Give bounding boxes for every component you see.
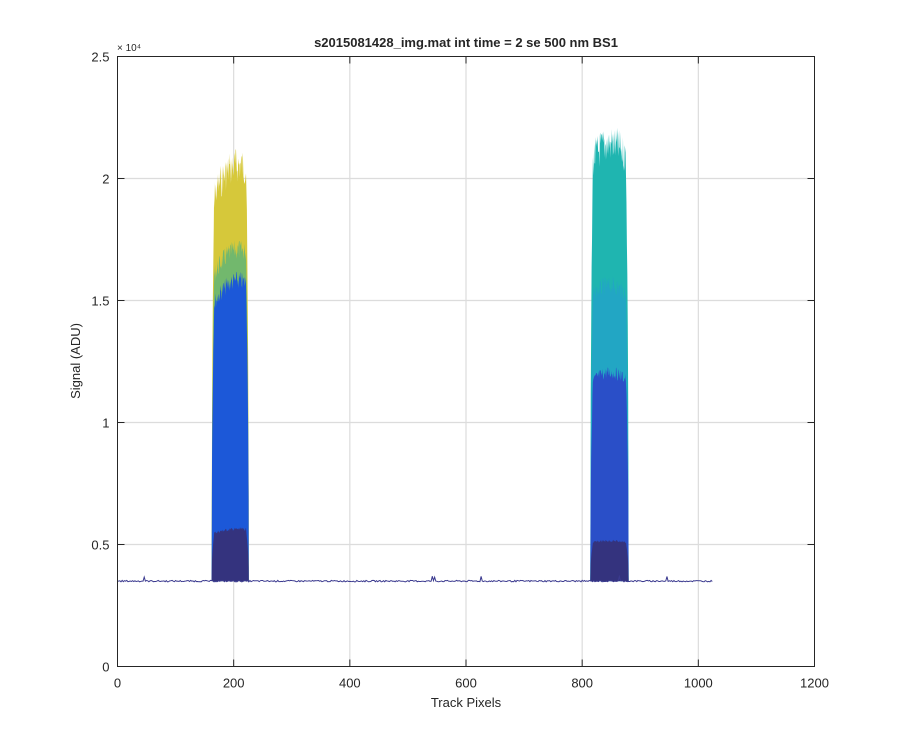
plot-area: [117, 127, 713, 583]
y-exponent-label: × 10⁴: [117, 43, 141, 54]
x-tick-label: 400: [339, 676, 361, 691]
x-tick-label: 1000: [684, 676, 713, 691]
x-tick-label: 0: [114, 676, 121, 691]
x-tick-label: 1200: [800, 676, 829, 691]
y-tick-label: 2.5: [91, 50, 109, 65]
chart-title: s2015081428_img.mat int time = 2 se 500 …: [314, 35, 618, 50]
y-axis-label: Signal (ADU): [68, 323, 83, 399]
x-tick-label: 800: [571, 676, 593, 691]
peak-layer: [211, 527, 249, 582]
ticks: 0 200 400 600 800 1000 1200 0 0.5 1 1.5 2 2.5: [91, 50, 829, 691]
signal-peak: [211, 148, 249, 582]
peak-layer: [590, 539, 629, 582]
y-tick-label: 2: [102, 172, 109, 187]
x-tick-label: 600: [455, 676, 477, 691]
y-tick-label: 1.5: [91, 294, 109, 309]
x-axis-label: Track Pixels: [431, 695, 502, 710]
peak-layer: [211, 271, 249, 582]
peak-layer: [590, 367, 629, 582]
signal-peak: [590, 127, 629, 582]
x-tick-label: 200: [223, 676, 245, 691]
baseline-trace: [117, 574, 713, 583]
y-tick-label: 1: [102, 416, 109, 431]
y-tick-label: 0.5: [91, 538, 109, 553]
y-tick-label: 0: [102, 660, 109, 675]
